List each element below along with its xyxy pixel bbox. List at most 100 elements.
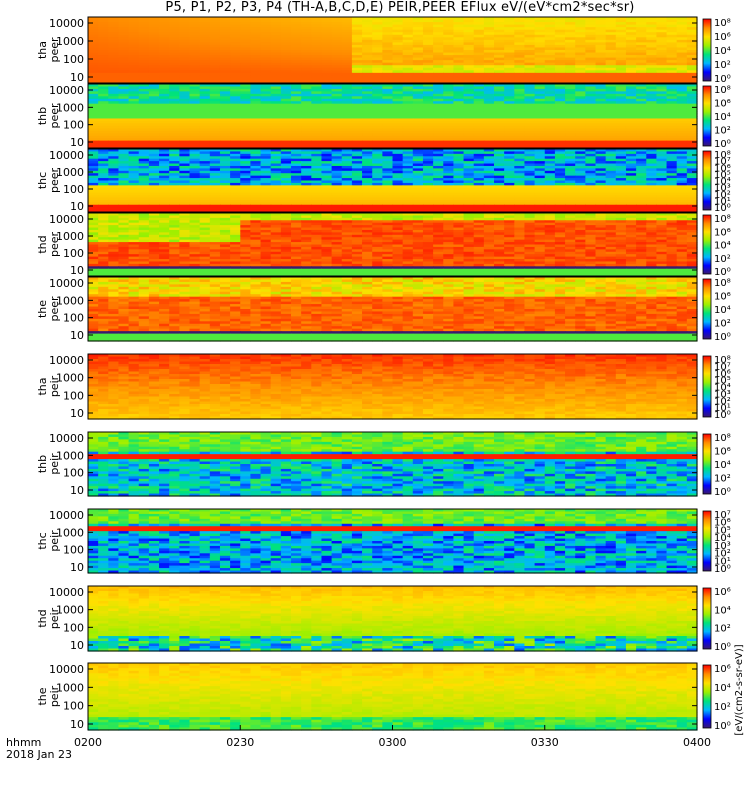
panel-probe-label: thc <box>36 172 49 189</box>
panel-probe-label: tha <box>36 41 49 59</box>
colorbar <box>702 85 712 147</box>
spectrogram-panel-thb-peer <box>88 84 698 149</box>
x-axis-date-label: 2018 Jan 23 <box>6 748 72 761</box>
y-tick-label: 100 <box>63 621 84 634</box>
colorbar <box>702 587 712 650</box>
colorbar-tick-label: 10⁶ <box>714 587 731 598</box>
panel-frame <box>87 16 698 84</box>
y-tick-label: 1000 <box>56 604 84 617</box>
y-tick-label: 100 <box>63 312 84 325</box>
x-tick-label: 0400 <box>683 736 711 749</box>
colorbar-title: [eV/(cm2-s-sr-eV)] <box>734 644 745 735</box>
colorbar-tick-label: 10⁵ <box>714 525 731 536</box>
y-tick-label: 100 <box>63 700 84 713</box>
panel-probe-label: thd <box>36 235 49 253</box>
panel-species-label: peer <box>48 37 61 63</box>
y-tick-label: 100 <box>63 53 84 66</box>
panel-species-label: peer <box>48 232 61 258</box>
colorbar-tick-label: 10¹ <box>714 196 731 207</box>
y-tick-label: 10000 <box>49 149 84 162</box>
panel-frame <box>87 508 698 574</box>
x-tick-label: 0330 <box>531 736 559 749</box>
colorbar-tick-label: 10⁶ <box>714 447 731 458</box>
colorbar-tick-label: 10⁰ <box>714 721 731 732</box>
spectrogram-panel-the-peer <box>88 277 698 342</box>
y-tick-label: 10 <box>70 329 84 342</box>
y-tick-label: 10000 <box>49 509 84 522</box>
y-tick-label: 10000 <box>49 17 84 30</box>
colorbar-tick-label: 10⁵ <box>714 376 731 387</box>
colorbar-tick-label: 10⁸ <box>714 278 731 289</box>
y-tick-label: 10000 <box>49 84 84 97</box>
colorbar <box>702 664 712 729</box>
panel-probe-label: tha <box>36 377 49 395</box>
colorbar-tick-label: 10³ <box>714 183 731 194</box>
y-tick-label: 10 <box>70 200 84 213</box>
colorbar-tick-label: 10⁶ <box>714 163 731 174</box>
colorbar-tick-label: 10⁰ <box>714 642 731 653</box>
y-tick-label: 10 <box>70 407 84 420</box>
colorbar-tick-label: 10⁸ <box>714 214 731 225</box>
colorbar-tick-label: 10⁴ <box>714 177 731 188</box>
x-tick-label: 0300 <box>379 736 407 749</box>
panel-frame <box>87 83 698 149</box>
y-tick-label: 10 <box>70 718 84 731</box>
colorbar-tick-label: 10² <box>714 474 731 485</box>
spectrogram-panel-thd-peir <box>88 586 698 652</box>
panel-probe-label: the <box>36 300 49 318</box>
panel-probe-label: thc <box>36 532 49 549</box>
y-tick-label: 1000 <box>56 526 84 539</box>
colorbar-tick-label: 10⁰ <box>714 410 731 421</box>
panel-species-label: peer <box>48 296 61 322</box>
colorbar-tick-label: 10⁰ <box>714 332 731 343</box>
colorbar-tick-label: 10³ <box>714 541 731 552</box>
panel-probe-label: thb <box>36 107 49 125</box>
y-tick-label: 100 <box>63 467 84 480</box>
y-tick-label: 1000 <box>56 166 84 179</box>
colorbar-tick-label: 10⁸ <box>714 355 731 366</box>
colorbar-tick-label: 10⁵ <box>714 170 731 181</box>
colorbar-tick-label: 10⁴ <box>714 460 731 471</box>
panel-species-label: peir <box>48 375 61 397</box>
colorbar-tick-label: 10² <box>714 624 731 635</box>
colorbar-tick-label: 10⁷ <box>714 510 731 521</box>
colorbar-tick-label: 10⁶ <box>714 518 731 529</box>
y-tick-label: 10 <box>70 561 84 574</box>
panel-species-label: peer <box>48 168 61 194</box>
colorbar-tick-label: 10⁸ <box>714 85 731 96</box>
y-tick-label: 10000 <box>49 663 84 676</box>
panel-probe-label: the <box>36 687 49 705</box>
y-tick-label: 1000 <box>56 681 84 694</box>
chart-title: P5, P1, P2, P3, P4 (TH-A,B,C,D,E) PEIR,P… <box>165 0 635 15</box>
y-tick-label: 1000 <box>56 230 84 243</box>
colorbar-tick-label: 10⁶ <box>714 369 731 380</box>
colorbar-tick-label: 10⁴ <box>714 112 731 123</box>
x-tick-label: 0230 <box>226 736 254 749</box>
panel-frame <box>87 212 698 277</box>
colorbar <box>702 150 712 211</box>
y-tick-label: 10000 <box>49 354 84 367</box>
colorbar-tick-label: 10⁴ <box>714 683 731 694</box>
y-tick-label: 10000 <box>49 432 84 445</box>
colorbar-tick-label: 10² <box>714 190 731 201</box>
colorbar-tick-label: 10⁶ <box>714 99 731 110</box>
colorbar-tick-label: 10⁴ <box>714 605 731 616</box>
colorbar-tick-label: 10¹ <box>714 403 731 414</box>
spectrogram-panel-the-peir <box>88 663 698 731</box>
panel-species-label: peir <box>48 453 61 475</box>
y-tick-label: 100 <box>63 247 84 260</box>
colorbar-tick-label: 10⁰ <box>714 139 731 150</box>
panel-probe-label: thb <box>36 455 49 473</box>
colorbar-tick-label: 10⁰ <box>714 203 731 214</box>
colorbar-tick-label: 10² <box>714 549 731 560</box>
colorbar-tick-label: 10³ <box>714 389 731 400</box>
colorbar-tick-label: 10² <box>714 254 731 265</box>
colorbar-tick-label: 10⁶ <box>714 227 731 238</box>
colorbar-tick-label: 10⁴ <box>714 305 731 316</box>
colorbar-tick-label: 10² <box>714 319 731 330</box>
colorbar-tick-label: 10⁸ <box>714 18 731 29</box>
panel-frame <box>87 585 698 652</box>
panel-probe-label: thd <box>36 609 49 627</box>
y-tick-label: 10 <box>70 639 84 652</box>
